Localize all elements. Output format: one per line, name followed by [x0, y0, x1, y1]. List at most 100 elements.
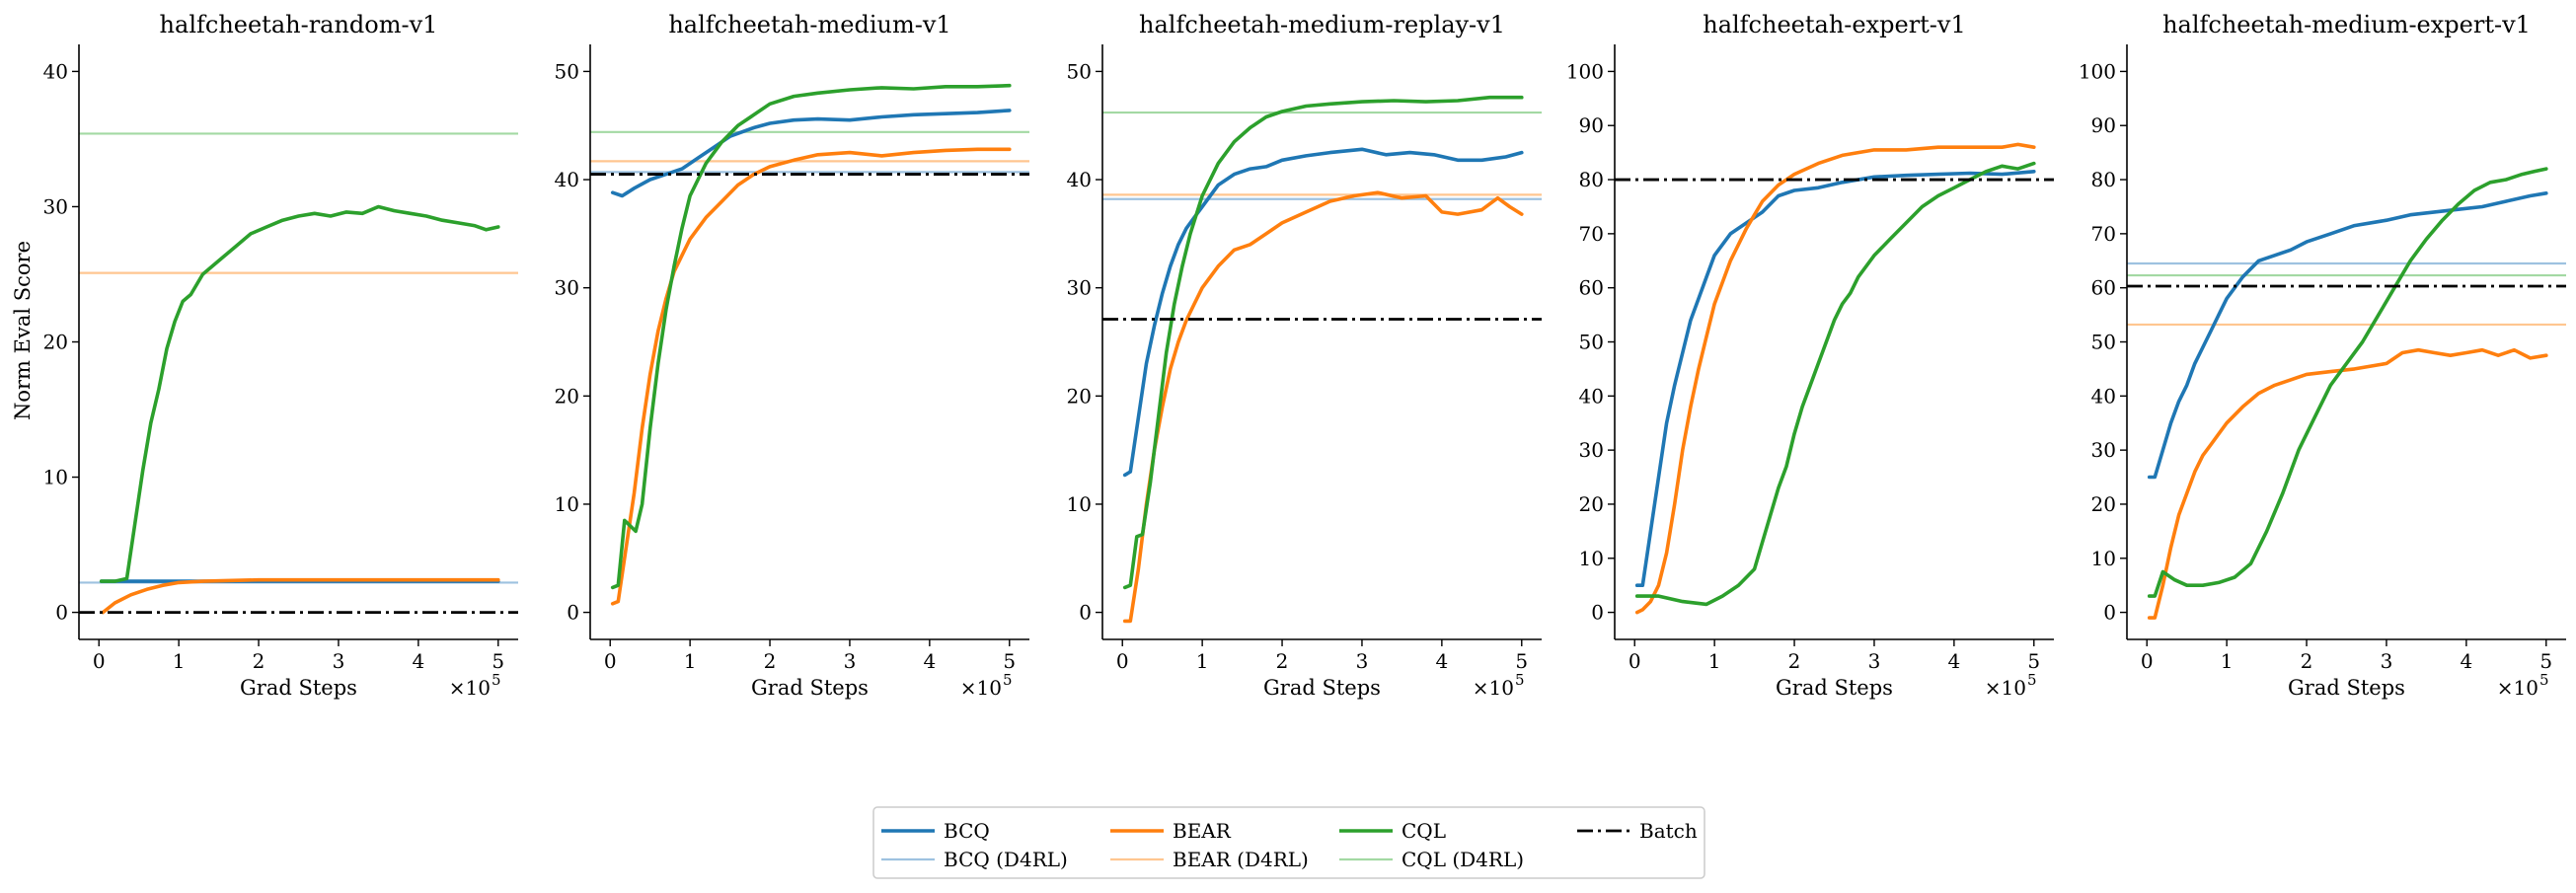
series-line-cql [1634, 161, 2036, 607]
x-tick-label: 5 [492, 649, 504, 673]
x-tick-label: 3 [333, 649, 345, 673]
x-tick-label: 4 [2460, 649, 2472, 673]
x-tick-label: 2 [764, 649, 777, 673]
x-tick-label: 5 [2027, 649, 2040, 673]
legend-label: BEAR (D4RL) [1173, 848, 1309, 871]
subplot-halfcheetah-medium-v1: halfcheetah-medium-v1 0 10 20 30 40 50 0 1 2 3 4 5 Gr… [555, 11, 1029, 700]
subplot-halfcheetah-random-v1: halfcheetah-random-v1 0 10 20 30 40 0 1 2 3 4 5 Grad… [43, 11, 518, 700]
x-tick-label: 2 [1276, 649, 1289, 673]
x-axis-label: Grad Steps [1263, 676, 1381, 700]
y-tick-label: 20 [1067, 384, 1092, 408]
x-tick-label: 2 [253, 649, 265, 673]
x-axis-multiplier: ×10 [1985, 676, 2026, 700]
y-tick-label: 100 [2079, 59, 2116, 83]
plot-area [2127, 167, 2566, 620]
legend-frame [872, 806, 1705, 879]
x-tick-label: 2 [1788, 649, 1801, 673]
legend-entry-cql-d4rl: CQL (D4RL) [1339, 848, 1524, 871]
subplot-title: halfcheetah-medium-expert-v1 [2162, 11, 2531, 38]
x-tick-label: 4 [1435, 649, 1448, 673]
x-axis-multiplier: ×10 [2497, 676, 2538, 700]
legend-entry-bear: BEAR [1110, 819, 1232, 843]
x-axis-multiplier-exponent: 5 [1003, 671, 1013, 689]
y-tick-label: 40 [555, 168, 579, 191]
y-tick-label: 10 [555, 492, 579, 516]
y-tick-label: 20 [1579, 492, 1604, 516]
plot-area [1102, 95, 1542, 624]
x-tick-label: 5 [1515, 649, 1528, 673]
y-tick-label: 10 [1579, 547, 1604, 570]
y-tick-label: 70 [2091, 222, 2116, 246]
subplot-halfcheetah-expert-v1: halfcheetah-expert-v10102030405060708090… [1566, 11, 2054, 700]
y-tick-label: 30 [1579, 438, 1604, 462]
x-axis-label: Grad Steps [1776, 676, 1893, 700]
x-tick-label: 5 [2539, 649, 2552, 673]
y-axis-label: Norm Eval Score [11, 241, 35, 420]
x-tick-label: 1 [2221, 649, 2234, 673]
subplot-halfcheetah-medium-replay-v1: halfcheetah-medium-replay-v1 0 10 20 30 40 50 0… [1067, 11, 1542, 700]
series-line-bear [101, 577, 500, 615]
series-line-bcq [1122, 147, 1524, 478]
series-line-cql [1122, 95, 1524, 590]
x-tick-label: 4 [923, 649, 936, 673]
y-tick-label: 0 [567, 601, 579, 625]
y-tick-label: 0 [55, 601, 68, 625]
y-tick-label: 70 [1579, 222, 1604, 246]
x-tick-label: 0 [93, 649, 106, 673]
series-line-bear [1634, 142, 2036, 615]
plot-area [1615, 142, 2054, 615]
x-axis-label: Grad Steps [240, 676, 357, 700]
x-axis-label: Grad Steps [2288, 676, 2405, 700]
legend-entry-bcq: BCQ [881, 819, 990, 843]
x-tick-label: 0 [1629, 649, 1641, 673]
y-tick-label: 80 [2091, 168, 2116, 191]
legend-label: CQL [1402, 819, 1446, 843]
y-tick-label: 50 [1067, 59, 1092, 83]
subplot-title: halfcheetah-medium-v1 [668, 11, 950, 38]
y-tick-label: 30 [2091, 438, 2116, 462]
y-tick-label: 20 [43, 331, 68, 354]
y-tick-label: 20 [555, 384, 579, 408]
x-tick-label: 1 [1708, 649, 1721, 673]
x-tick-label: 1 [684, 649, 697, 673]
legend-label: BEAR [1173, 819, 1232, 843]
x-tick-label: 2 [2301, 649, 2313, 673]
legend-label: BCQ (D4RL) [944, 848, 1068, 871]
x-tick-label: 5 [1003, 649, 1016, 673]
legend-label: Batch [1639, 819, 1698, 843]
y-tick-label: 80 [1579, 168, 1604, 191]
subplot-title: halfcheetah-medium-replay-v1 [1139, 11, 1505, 38]
x-tick-label: 4 [1947, 649, 1960, 673]
x-tick-label: 1 [1196, 649, 1209, 673]
legend: BCQ BCQ (D4RL) BEAR BEAR (D4RL) CQL CQL (D4RL… [872, 806, 1705, 879]
x-axis-multiplier-exponent: 5 [2027, 671, 2037, 689]
legend-label: BCQ [944, 819, 990, 843]
series-line-cql [2147, 167, 2548, 598]
x-tick-label: 0 [2141, 649, 2154, 673]
y-tick-label: 90 [2091, 113, 2116, 137]
x-axis-multiplier-exponent: 5 [492, 671, 501, 689]
y-tick-label: 60 [2091, 276, 2116, 300]
y-tick-label: 30 [43, 194, 68, 218]
plot-area [79, 132, 518, 615]
legend-label: CQL (D4RL) [1402, 848, 1524, 871]
y-tick-label: 0 [1591, 601, 1604, 625]
y-tick-label: 10 [2091, 547, 2116, 570]
y-tick-label: 30 [1067, 276, 1092, 300]
x-tick-label: 3 [1868, 649, 1881, 673]
x-tick-label: 3 [2381, 649, 2393, 673]
y-tick-label: 50 [1579, 331, 1604, 354]
y-tick-label: 60 [1579, 276, 1604, 300]
subplot-title: halfcheetah-random-v1 [160, 11, 438, 38]
x-tick-label: 3 [1356, 649, 1369, 673]
subplot-title: halfcheetah-expert-v1 [1703, 11, 1966, 38]
y-tick-label: 0 [1079, 601, 1092, 625]
y-tick-label: 50 [2091, 331, 2116, 354]
y-tick-label: 0 [2103, 601, 2116, 625]
y-tick-label: 100 [1566, 59, 1604, 83]
series-line-bcq [1634, 170, 2036, 588]
legend-entry-batch: Batch [1577, 819, 1698, 843]
y-tick-label: 40 [1067, 168, 1092, 191]
y-tick-label: 30 [555, 276, 579, 300]
